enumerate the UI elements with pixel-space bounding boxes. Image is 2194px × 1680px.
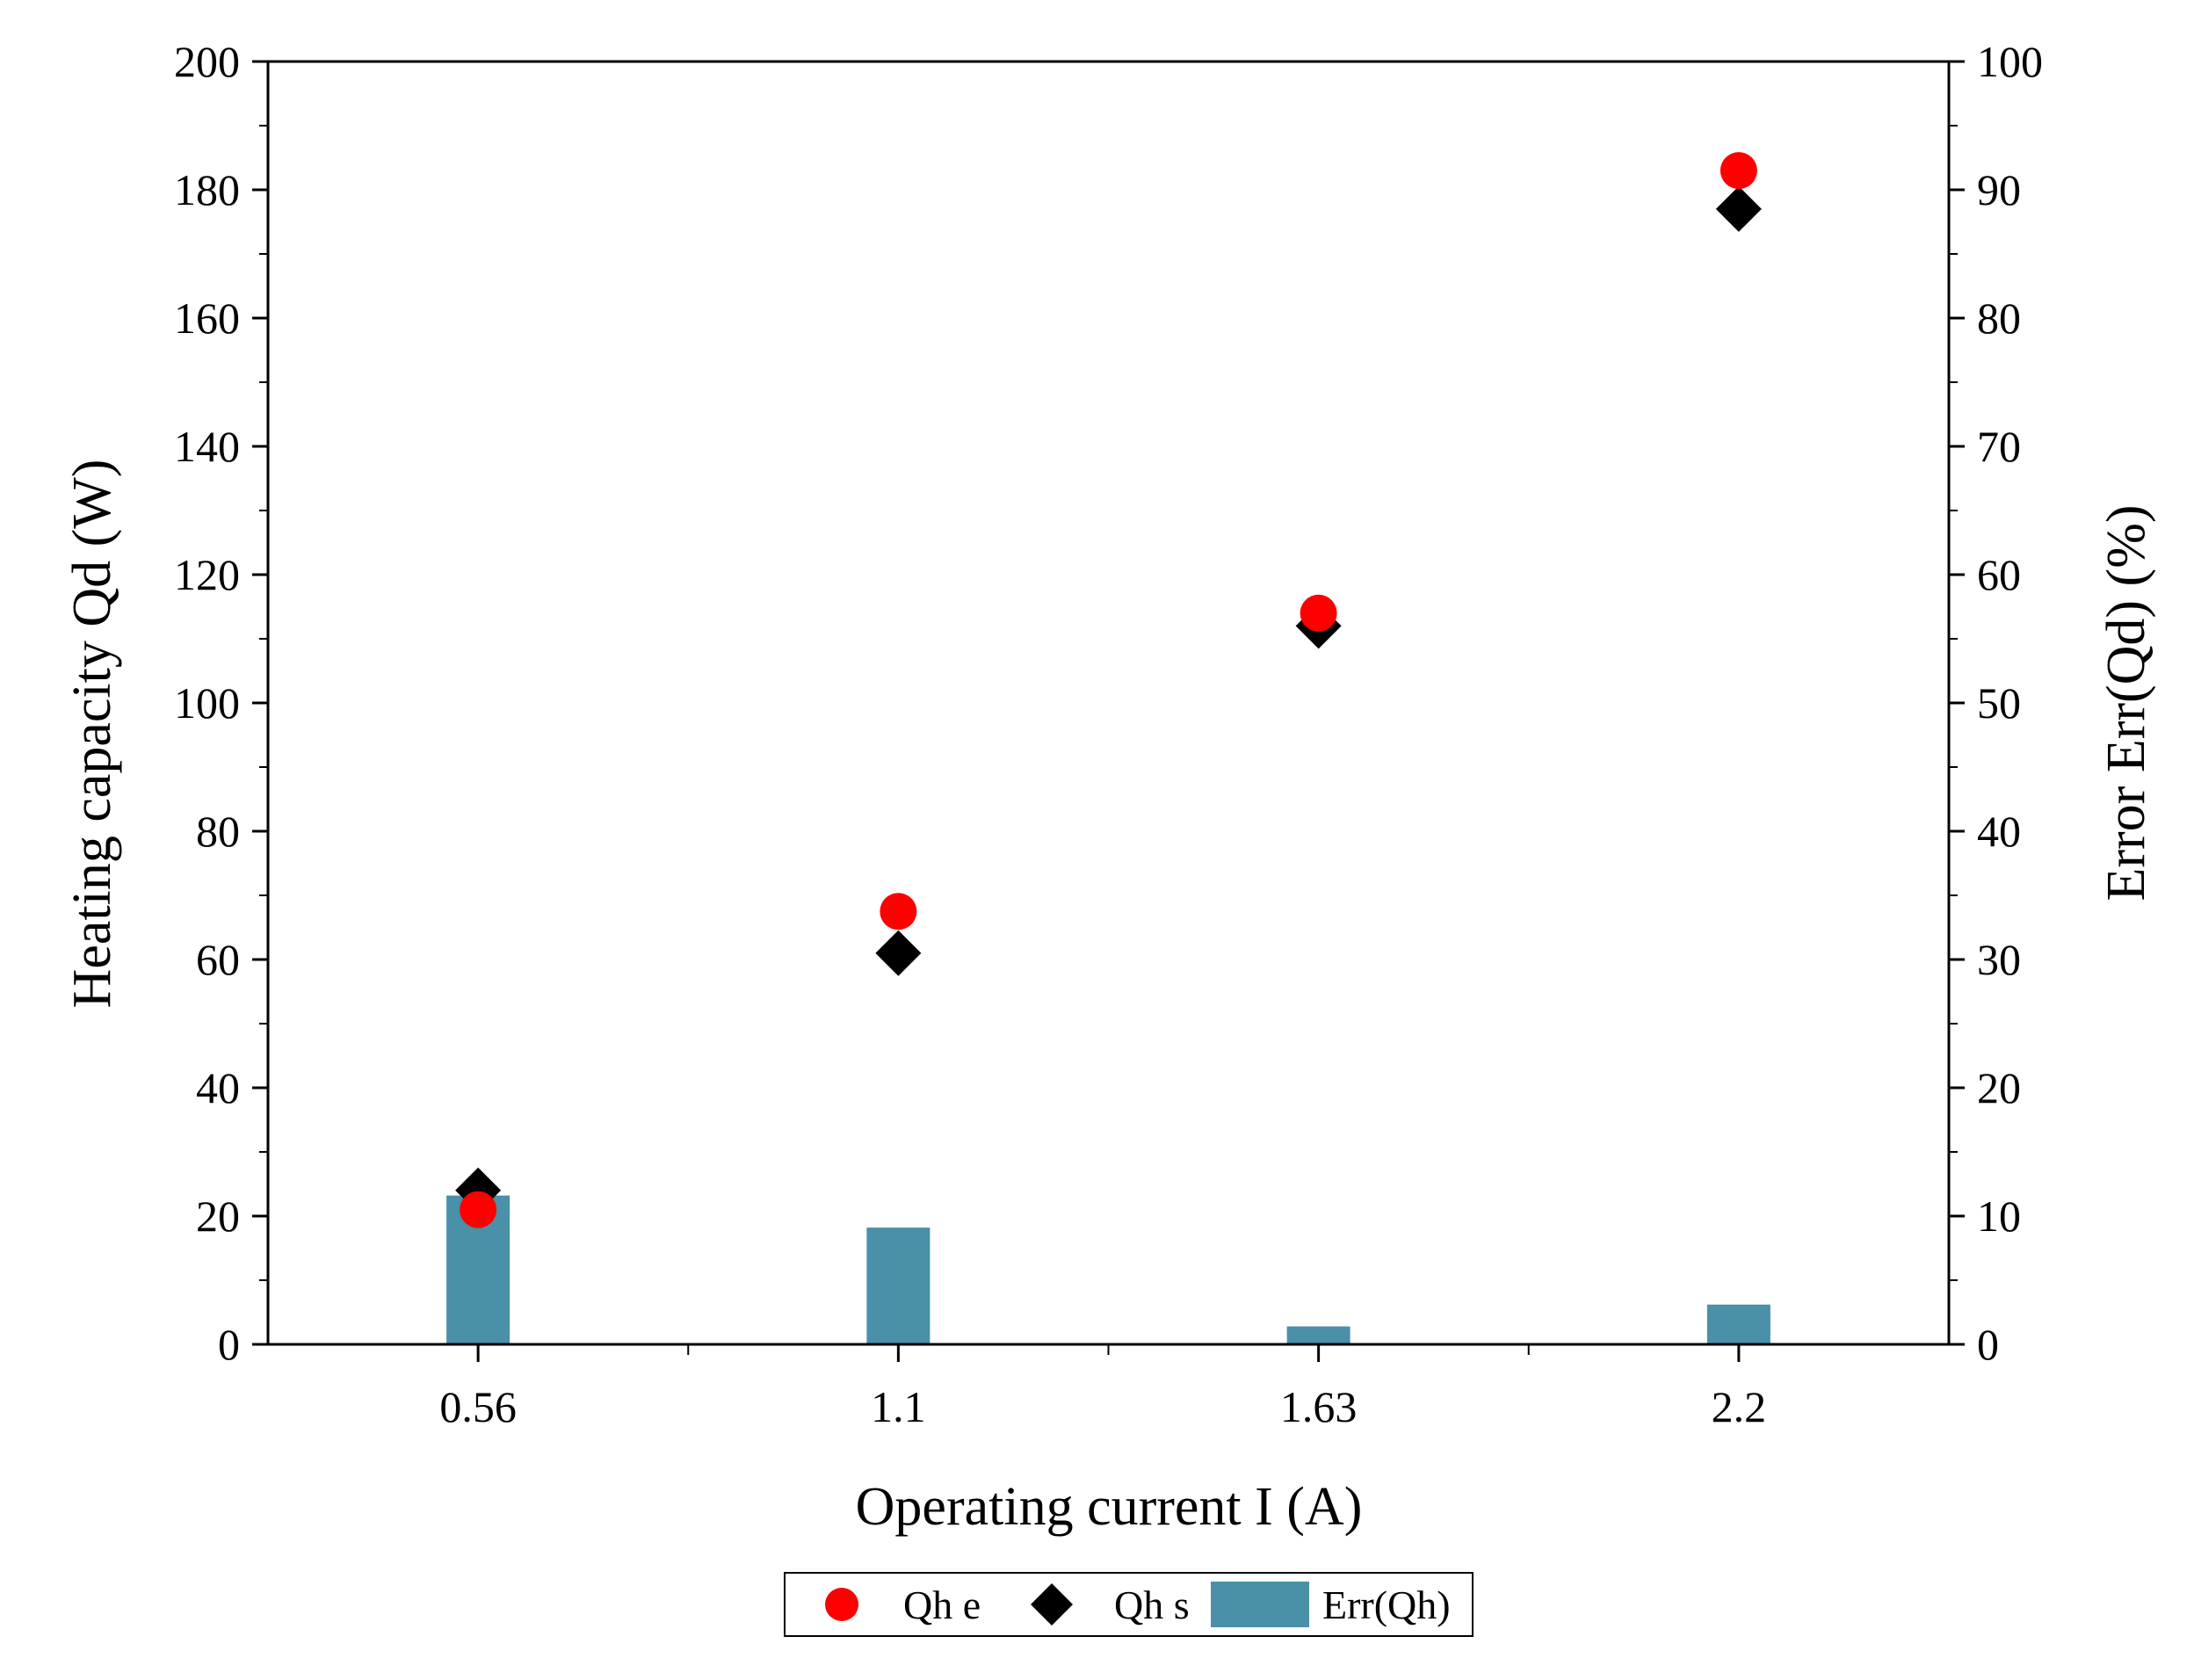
y-tick-label-3: 60 bbox=[196, 935, 240, 984]
y2-tick-label-1: 10 bbox=[1977, 1191, 2021, 1241]
x-tick-label-2: 1.63 bbox=[1280, 1382, 1358, 1431]
y-tick-label-10: 200 bbox=[174, 37, 240, 86]
y2-tick-label-7: 70 bbox=[1977, 422, 2021, 471]
legend-label-qh-e: Qh e bbox=[903, 1582, 981, 1627]
y2-axis-title: Error Err(Qd) (%) bbox=[2096, 505, 2156, 902]
point-qh-e-3 bbox=[1720, 152, 1757, 190]
point-qh-e-0 bbox=[460, 1191, 497, 1228]
x-axis-title: Operating current I (A) bbox=[856, 1477, 1363, 1537]
y2-tick-label-4: 40 bbox=[1977, 807, 2021, 856]
y-axis-title: Heating capacity Qd (W) bbox=[62, 460, 122, 1009]
y2-tick-label-2: 20 bbox=[1977, 1063, 2021, 1112]
bars-layer bbox=[446, 1195, 1770, 1344]
y-tick-label-6: 120 bbox=[174, 550, 240, 599]
legend-label-err: Err(Qh) bbox=[1322, 1582, 1451, 1627]
y-tick-label-4: 80 bbox=[196, 807, 240, 856]
x-tick-label-0: 0.56 bbox=[439, 1382, 517, 1431]
markers-layer bbox=[455, 152, 1762, 1228]
bar-err-3 bbox=[1706, 1304, 1770, 1344]
point-qh-s-3 bbox=[1715, 185, 1762, 232]
y-tick-label-9: 180 bbox=[174, 165, 240, 214]
y-tick-label-7: 140 bbox=[174, 422, 240, 471]
y2-tick-label-9: 90 bbox=[1977, 165, 2021, 214]
y-tick-label-2: 40 bbox=[196, 1063, 240, 1112]
point-qh-e-2 bbox=[1300, 594, 1337, 632]
x-tick-label-1: 1.1 bbox=[871, 1382, 926, 1431]
point-qh-s-1 bbox=[875, 930, 922, 976]
legend-marker-qh-s bbox=[1031, 1583, 1073, 1626]
legend-label-qh-s: Qh s bbox=[1114, 1582, 1190, 1627]
y2-tick-label-8: 80 bbox=[1977, 293, 2021, 343]
y2-tick-label-3: 30 bbox=[1977, 935, 2021, 984]
bar-err-1 bbox=[866, 1227, 930, 1344]
y-tick-label-5: 100 bbox=[174, 678, 240, 728]
y2-tick-label-6: 60 bbox=[1977, 550, 2021, 599]
y2-tick-label-0: 0 bbox=[1977, 1320, 1999, 1369]
legend-box bbox=[784, 1572, 1474, 1637]
y-tick-label-1: 20 bbox=[196, 1191, 240, 1241]
y2-tick-label-5: 50 bbox=[1977, 678, 2021, 728]
x-tick-label-3: 2.2 bbox=[1712, 1382, 1767, 1431]
legend-marker-err bbox=[1211, 1582, 1309, 1627]
legend-marker-qh-e bbox=[825, 1588, 858, 1621]
axes-layer: 0 0 20 10 40 20 60 30 80 40 100 50 120 60 140 70 160 80 18… bbox=[174, 37, 2043, 1431]
point-qh-e-1 bbox=[880, 893, 917, 931]
legend: Qh e Qh s Err(Qh) bbox=[784, 1572, 1474, 1637]
bar-err-2 bbox=[1286, 1326, 1350, 1344]
y2-tick-label-10: 100 bbox=[1977, 37, 2043, 86]
y-tick-label-0: 0 bbox=[218, 1320, 240, 1369]
y-tick-label-8: 160 bbox=[174, 293, 240, 343]
